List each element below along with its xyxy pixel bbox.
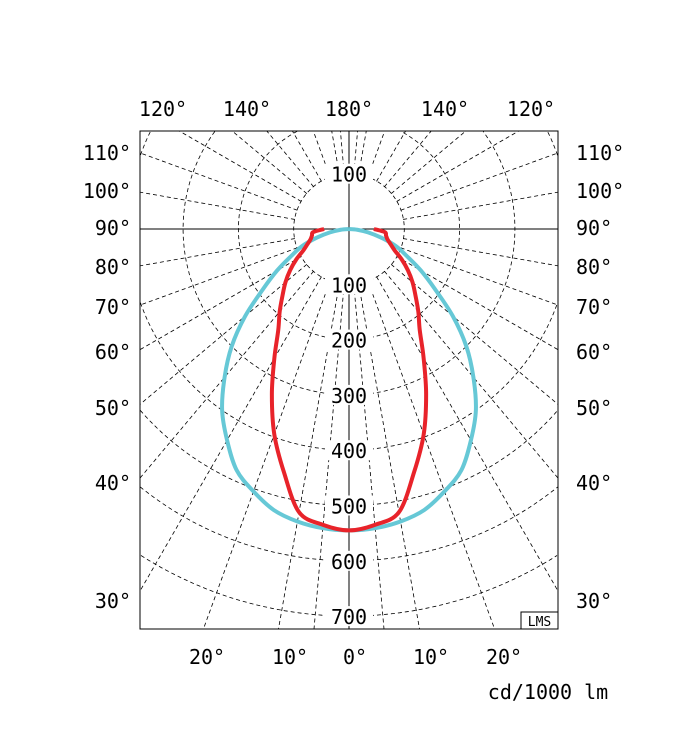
- bottom-angle-label: 10°: [272, 645, 308, 669]
- lms-watermark: LMS: [528, 615, 551, 630]
- top-angle-label: 180°: [325, 97, 373, 121]
- tick-label-bg: [325, 384, 373, 405]
- left-angle-label: 60°: [95, 340, 131, 364]
- left-angle-label: 110°: [83, 141, 131, 165]
- bottom-angle-label: 0°: [343, 645, 367, 669]
- radial-tick-labels: 100 200 300 400 500 600 700 100: [325, 163, 373, 629]
- angle-spoke: [203, 280, 331, 629]
- angle-spoke: [400, 152, 558, 211]
- plot-frame: [139, 130, 559, 630]
- bottom-angle-label: 20°: [486, 645, 522, 669]
- angle-spoke: [140, 152, 298, 211]
- right-angle-label: 70°: [576, 295, 612, 319]
- top-angle-label: 120°: [507, 97, 555, 121]
- right-angle-label: 100°: [576, 179, 624, 203]
- tick-label-bg: [325, 606, 373, 627]
- radial-tick-label: 600: [331, 550, 367, 574]
- tick-label-bg: [325, 274, 373, 295]
- bottom-angle-label: 20°: [189, 645, 225, 669]
- radial-tick-label: 500: [331, 495, 367, 519]
- intensity-curve-2: [269, 227, 429, 533]
- angle-spoke: [140, 191, 295, 220]
- angle-spoke: [266, 131, 314, 188]
- radial-ring: [182, 131, 516, 396]
- right-angle-label: 30°: [576, 589, 612, 613]
- right-angle-label: 60°: [576, 340, 612, 364]
- tick-label-bg: [325, 550, 373, 571]
- angle-spoke: [376, 131, 406, 182]
- unit-label: cd/1000 lm: [488, 680, 608, 704]
- top-angle-label: 140°: [223, 97, 271, 121]
- right-angle-label: 90°: [576, 216, 612, 240]
- angle-spoke: [403, 191, 558, 220]
- tick-label-bg: [325, 163, 373, 184]
- right-angle-label: 40°: [576, 471, 612, 495]
- top-angle-label: 140°: [421, 97, 469, 121]
- radial-tick-label: 100: [331, 163, 367, 187]
- angle-spoke: [376, 276, 558, 592]
- tick-label-bg: [325, 329, 373, 350]
- left-angle-label: 50°: [95, 396, 131, 420]
- angle-spoke: [367, 280, 495, 629]
- left-angle-label: 100°: [83, 179, 131, 203]
- left-angle-label: 70°: [95, 295, 131, 319]
- left-angle-label: 30°: [95, 589, 131, 613]
- radial-ring: [140, 486, 558, 562]
- angle-spoke: [403, 238, 558, 267]
- radial-tick-label: 300: [331, 384, 367, 408]
- left-angle-label: 90°: [95, 216, 131, 240]
- angle-spoke: [140, 276, 322, 592]
- radial-tick-label: 700: [331, 605, 367, 629]
- angle-spoke: [140, 238, 295, 267]
- angle-spoke: [390, 264, 558, 405]
- radial-tick-label: 200: [331, 329, 367, 353]
- tick-label-bg: [325, 495, 373, 516]
- radial-ring: [140, 410, 558, 506]
- angle-spoke: [292, 131, 322, 182]
- lms-badge: LMS: [520, 611, 559, 630]
- angle-spoke: [140, 264, 308, 405]
- angle-spoke: [231, 131, 308, 194]
- top-angle-label: 120°: [139, 97, 187, 121]
- angle-spoke: [179, 131, 302, 202]
- radial-ring: [140, 555, 558, 617]
- angle-spoke: [390, 131, 467, 194]
- right-angle-label: 110°: [576, 141, 624, 165]
- right-angle-label: 50°: [576, 396, 612, 420]
- right-angle-label: 80°: [576, 255, 612, 279]
- radial-tick-label: 100: [331, 273, 367, 297]
- curves: [220, 227, 478, 533]
- left-angle-label: 40°: [95, 471, 131, 495]
- radial-tick-label: 400: [331, 439, 367, 463]
- bottom-angle-label: 10°: [413, 645, 449, 669]
- tick-label-bg: [325, 440, 373, 461]
- angle-spoke: [396, 131, 519, 202]
- left-angle-label: 80°: [95, 255, 131, 279]
- angle-labels: 120° 140° 180° 140° 120° 110° 100° 90° 80° 70° 60°…: [83, 97, 624, 669]
- angle-spoke: [384, 131, 432, 188]
